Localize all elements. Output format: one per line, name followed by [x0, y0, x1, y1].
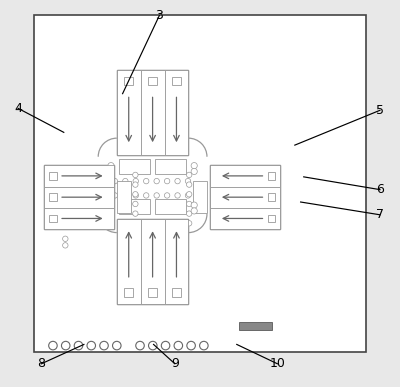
Bar	[210, 165, 280, 187]
Text: 7: 7	[376, 208, 384, 221]
Circle shape	[133, 193, 138, 198]
Circle shape	[87, 341, 96, 350]
Circle shape	[136, 341, 144, 350]
Bar	[164, 70, 188, 155]
Circle shape	[100, 341, 108, 350]
Circle shape	[191, 163, 197, 169]
Circle shape	[108, 163, 114, 169]
Bar	[119, 199, 150, 214]
Circle shape	[49, 341, 57, 350]
Bar	[239, 322, 272, 330]
Bar	[44, 165, 114, 229]
Bar	[141, 70, 164, 155]
Circle shape	[62, 341, 70, 350]
Circle shape	[164, 193, 170, 198]
Bar	[117, 70, 188, 155]
Circle shape	[112, 193, 118, 198]
Text: 8: 8	[37, 357, 45, 370]
Circle shape	[112, 178, 118, 184]
Circle shape	[164, 178, 170, 184]
Bar	[148, 288, 157, 297]
Circle shape	[154, 178, 159, 184]
Bar	[172, 77, 181, 85]
Circle shape	[161, 341, 170, 350]
Text: 3: 3	[156, 9, 163, 22]
Circle shape	[200, 341, 208, 350]
Circle shape	[191, 202, 197, 208]
Circle shape	[186, 201, 192, 207]
Text: 9: 9	[171, 357, 179, 370]
Bar	[155, 199, 186, 214]
Bar	[117, 181, 131, 213]
Circle shape	[133, 172, 138, 178]
Bar	[164, 219, 188, 304]
Circle shape	[185, 178, 191, 184]
Circle shape	[144, 193, 149, 198]
Circle shape	[63, 243, 68, 248]
Circle shape	[108, 208, 114, 214]
Text: 10: 10	[270, 357, 285, 370]
Circle shape	[133, 201, 138, 207]
Circle shape	[133, 211, 138, 216]
Bar	[49, 214, 57, 222]
Bar	[49, 194, 57, 201]
Bar	[141, 219, 164, 304]
Circle shape	[175, 193, 180, 198]
Bar	[210, 208, 280, 229]
Bar	[44, 208, 114, 229]
Circle shape	[133, 192, 138, 197]
Circle shape	[122, 178, 128, 184]
Bar	[172, 288, 181, 297]
Circle shape	[133, 182, 138, 187]
Circle shape	[74, 341, 83, 350]
Circle shape	[148, 341, 157, 350]
Circle shape	[187, 341, 195, 350]
Bar	[155, 159, 186, 174]
Circle shape	[185, 193, 191, 198]
Bar	[148, 77, 157, 85]
Circle shape	[186, 192, 192, 197]
Circle shape	[186, 211, 192, 216]
Bar	[44, 165, 114, 187]
Circle shape	[112, 341, 121, 350]
Circle shape	[122, 193, 128, 198]
Circle shape	[175, 178, 180, 184]
Circle shape	[191, 168, 197, 175]
Bar	[117, 219, 188, 304]
Bar	[268, 194, 276, 201]
Bar	[117, 219, 141, 304]
Bar	[193, 181, 206, 213]
Circle shape	[191, 208, 197, 214]
Bar	[34, 15, 366, 352]
Circle shape	[186, 221, 192, 226]
Text: 6: 6	[376, 183, 384, 196]
Bar	[124, 77, 133, 85]
Circle shape	[108, 202, 114, 208]
Bar	[268, 214, 276, 222]
Circle shape	[186, 172, 192, 178]
Bar	[268, 172, 276, 180]
Circle shape	[108, 168, 114, 175]
Circle shape	[174, 341, 182, 350]
Circle shape	[144, 178, 149, 184]
Circle shape	[154, 193, 159, 198]
Text: 5: 5	[376, 104, 384, 117]
Bar	[124, 288, 133, 297]
Text: 4: 4	[14, 102, 22, 115]
Bar	[210, 187, 280, 208]
Bar	[119, 159, 150, 174]
Bar	[49, 172, 57, 180]
Bar	[210, 165, 280, 229]
Bar	[44, 187, 114, 208]
Circle shape	[133, 221, 138, 226]
Circle shape	[186, 182, 192, 187]
Bar	[117, 70, 141, 155]
Circle shape	[133, 178, 138, 184]
Circle shape	[63, 236, 68, 241]
